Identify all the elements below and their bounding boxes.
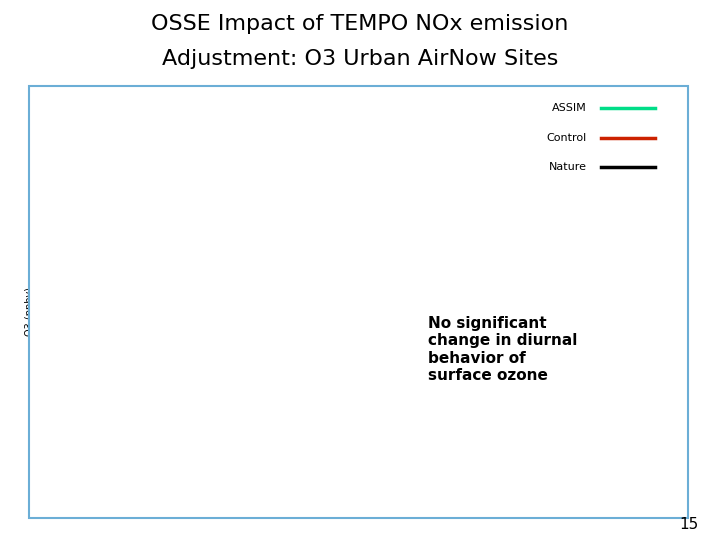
X-axis label: GMT: GMT [230,498,256,508]
Text: Adjustment: O3 Urban AirNow Sites: Adjustment: O3 Urban AirNow Sites [162,49,558,69]
Text: r=    0.349375: r= 0.349375 [178,256,229,262]
Text: CONTROL: CONTROL [178,177,211,183]
Text: bias=  9.23615 (ppbv): bias= 9.23615 (ppbv) [178,208,256,215]
Text: ASSIM: ASSIM [552,103,587,113]
Text: OSSE Impact of TEMPO NOx emission: OSSE Impact of TEMPO NOx emission [151,14,569,33]
Text: Nature: Nature [181,164,217,173]
Text: Urban Median: Urban Median [209,103,277,113]
Text: 15: 15 [679,517,698,532]
Bar [170,159,359,299]
Y-axis label: O3 (ppbv): O3 (ppbv) [25,287,35,336]
Bar [29,86,688,518]
Text: No significant
change in diurnal
behavior of
surface ozone: No significant change in diurnal behavio… [428,316,577,383]
Text: rfi=   21.0630 (ppbv): rfi= 21.0630 (ppbv) [178,288,252,294]
Text: r=    0.321940: r= 0.321940 [178,192,229,198]
Text: Nature: Nature [549,163,587,172]
Text: rfi=   21.3225 (ppbv): rfi= 21.3225 (ppbv) [178,224,251,231]
Text: Control: Control [546,133,587,143]
Text: NATURE (black) CONTROL (red) Point&Area Adjustment (green): NATURE (black) CONTROL (red) Point&Area … [122,124,364,133]
Text: +o hleArea Adjustment: +o hleArea Adjustment [178,240,259,246]
Text: bias=  9.5394J (ppbv): bias= 9.5394J (ppbv) [178,272,253,279]
